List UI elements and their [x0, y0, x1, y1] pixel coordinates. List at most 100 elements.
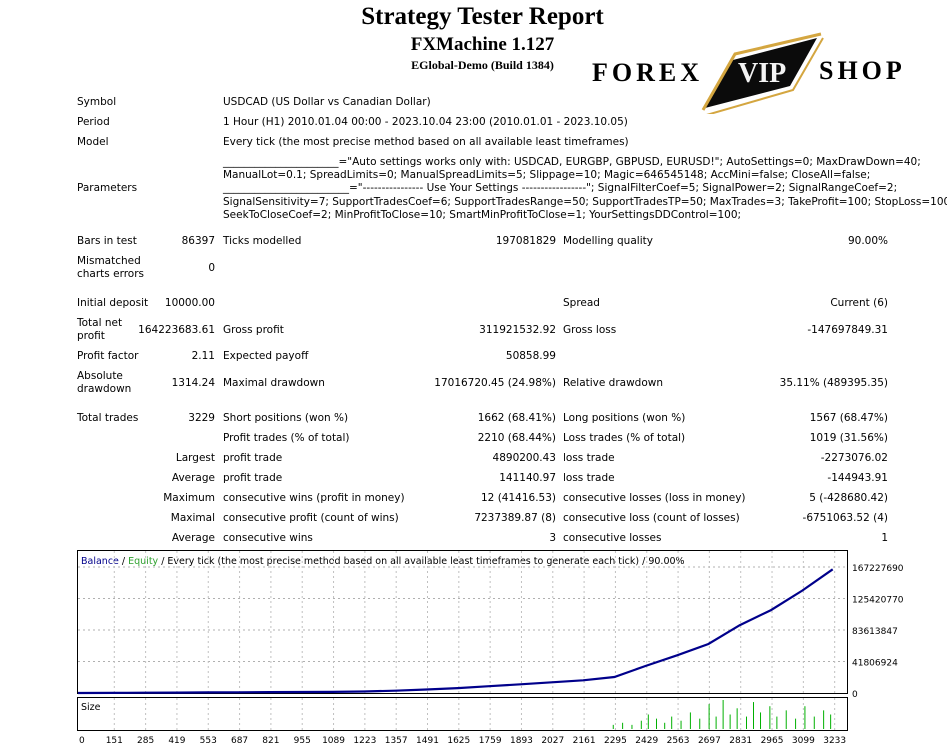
- parameters-line: SignalSensitivity=7; SupportTradesCoef=6…: [223, 195, 947, 208]
- model-value: Every tick (the most precise method base…: [223, 136, 629, 148]
- maximum-label: Maximum: [163, 492, 215, 504]
- x-tick-label: 2429: [635, 736, 658, 746]
- max-consecutive-losses-value: 5 (-428680.42): [809, 492, 888, 504]
- x-tick-label: 0: [79, 736, 85, 746]
- maximal-drawdown-label: Maximal drawdown: [223, 377, 325, 389]
- gross-loss-label: Gross loss: [563, 324, 617, 336]
- maximal-label: Maximal: [170, 512, 215, 524]
- gross-profit-value: 311921532.92: [479, 324, 556, 336]
- x-tick-label: 687: [231, 736, 248, 746]
- max-consecutive-wins-label: consecutive wins (profit in money): [223, 492, 405, 504]
- symbol-value: USDCAD (US Dollar vs Canadian Dollar): [223, 96, 431, 108]
- ticks-value: 197081829: [495, 235, 556, 247]
- spread-label: Spread: [563, 297, 600, 309]
- symbol-label: Symbol: [77, 96, 117, 108]
- short-positions-label: Short positions (won %): [223, 412, 349, 424]
- y-tick-label: 0: [852, 690, 858, 700]
- period-label: Period: [77, 116, 110, 128]
- balance-line: [77, 568, 834, 695]
- gross-loss-value: -147697849.31: [807, 324, 888, 336]
- expected-payoff-value: 50858.99: [505, 350, 556, 362]
- expected-payoff-label: Expected payoff: [223, 350, 309, 362]
- deposit-label: Initial deposit: [77, 297, 149, 309]
- max-consecutive-profit-value: 7237389.87 (8): [474, 512, 556, 524]
- forex-vip-shop-logo: FOREX VIP SHOP: [592, 32, 906, 114]
- x-tick-label: 2295: [604, 736, 627, 746]
- max-consecutive-loss-label: consecutive loss (count of losses): [563, 512, 740, 524]
- logo-forex-text: FOREX: [592, 58, 703, 87]
- avg-consecutive-wins-label: consecutive wins: [223, 532, 313, 544]
- x-tick-label: 1893: [510, 736, 533, 746]
- profit-trades-value: 2210 (68.44%): [477, 432, 556, 444]
- x-tick-label: 2697: [698, 736, 721, 746]
- parameters-line: ManualLot=0.1; SpreadLimits=0; ManualSpr…: [223, 169, 871, 182]
- legend-description: / Every tick (the most precise method ba…: [158, 556, 685, 567]
- legend-separator: /: [118, 556, 129, 567]
- relative-drawdown-value: 35.11% (489395.35): [779, 377, 888, 389]
- profit-trades-label: Profit trades (% of total): [223, 432, 350, 444]
- x-tick-label: 419: [168, 736, 185, 746]
- x-tick-label: 3099: [792, 736, 815, 746]
- average-loss-value: -144943.91: [827, 472, 888, 484]
- largest-profit-value: 4890200.43: [492, 452, 556, 464]
- avg-consecutive-losses-label: consecutive losses: [563, 532, 662, 544]
- y-tick-label: 167227690: [852, 564, 904, 574]
- loss-trades-value: 1019 (31.56%): [809, 432, 888, 444]
- model-label: Model: [77, 136, 109, 148]
- average-loss-label: loss trade: [563, 472, 615, 484]
- report-title: Strategy Tester Report: [361, 3, 604, 30]
- x-tick-label: 3233: [823, 736, 846, 746]
- average-label: Average: [171, 472, 215, 484]
- mismatch-label: Mismatched: [77, 255, 141, 267]
- avg-consecutive-label: Average: [171, 532, 215, 544]
- largest-profit-label: profit trade: [223, 452, 283, 464]
- legend-balance: Balance: [81, 556, 119, 567]
- deposit-value: 10000.00: [164, 297, 215, 309]
- y-tick-label: 41806924: [852, 659, 898, 669]
- short-positions-value: 1662 (68.41%): [477, 412, 556, 424]
- x-tick-label: 285: [137, 736, 154, 746]
- chart-legend: Balance / Equity / Every tick (the most …: [81, 555, 685, 568]
- absolute-drawdown-label-2: drawdown: [77, 383, 132, 395]
- legend-equity: Equity: [128, 556, 159, 567]
- max-consecutive-loss-value: -6751063.52 (4): [802, 512, 888, 524]
- loss-trades-label: Loss trades (% of total): [563, 432, 686, 444]
- x-tick-label: 2831: [729, 736, 752, 746]
- net-profit-value: 164223683.61: [138, 324, 215, 336]
- largest-loss-label: loss trade: [563, 452, 615, 464]
- average-profit-label: profit trade: [223, 472, 283, 484]
- server-name: EGlobal-Demo (Build 1384): [411, 58, 554, 72]
- y-tick-label: 83613847: [852, 627, 898, 637]
- max-consecutive-losses-label: consecutive losses (loss in money): [563, 492, 746, 504]
- period-value: 1 Hour (H1) 2010.01.04 00:00 - 2023.10.0…: [223, 116, 628, 128]
- size-chart-frame: [77, 697, 848, 731]
- long-positions-value: 1567 (68.47%): [809, 412, 888, 424]
- x-tick-label: 2161: [573, 736, 596, 746]
- gross-profit-label: Gross profit: [223, 324, 284, 336]
- size-chart-label: Size: [81, 702, 101, 713]
- balance-chart-frame: [77, 550, 848, 694]
- x-tick-label: 553: [200, 736, 217, 746]
- x-tick-label: 2965: [761, 736, 784, 746]
- x-tick-label: 1491: [416, 736, 439, 746]
- expert-name: FXMachine 1.127: [410, 34, 555, 55]
- quality-label: Modelling quality: [563, 235, 653, 247]
- ticks-label: Ticks modelled: [223, 235, 302, 247]
- absolute-drawdown-label: Absolute: [77, 370, 123, 382]
- x-tick-label: 1089: [322, 736, 345, 746]
- bars-label: Bars in test: [77, 235, 137, 247]
- parameters-line: ________________________="--------------…: [223, 182, 898, 195]
- mismatch-value: 0: [208, 262, 215, 274]
- max-consecutive-profit-label: consecutive profit (count of wins): [223, 512, 399, 524]
- bars-value: 86397: [181, 235, 215, 247]
- parameters-line: ______________________="Auto settings wo…: [223, 156, 921, 168]
- logo-vip-text: VIP: [738, 58, 786, 89]
- x-tick-label: 1759: [479, 736, 502, 746]
- parameters-label: Parameters: [77, 182, 138, 194]
- logo-shop-text: SHOP: [819, 56, 906, 85]
- net-profit-label: Total net: [77, 317, 123, 329]
- spread-value: Current (6): [830, 297, 888, 309]
- net-profit-label-2: profit: [77, 330, 105, 342]
- total-trades-value: 3229: [188, 412, 215, 424]
